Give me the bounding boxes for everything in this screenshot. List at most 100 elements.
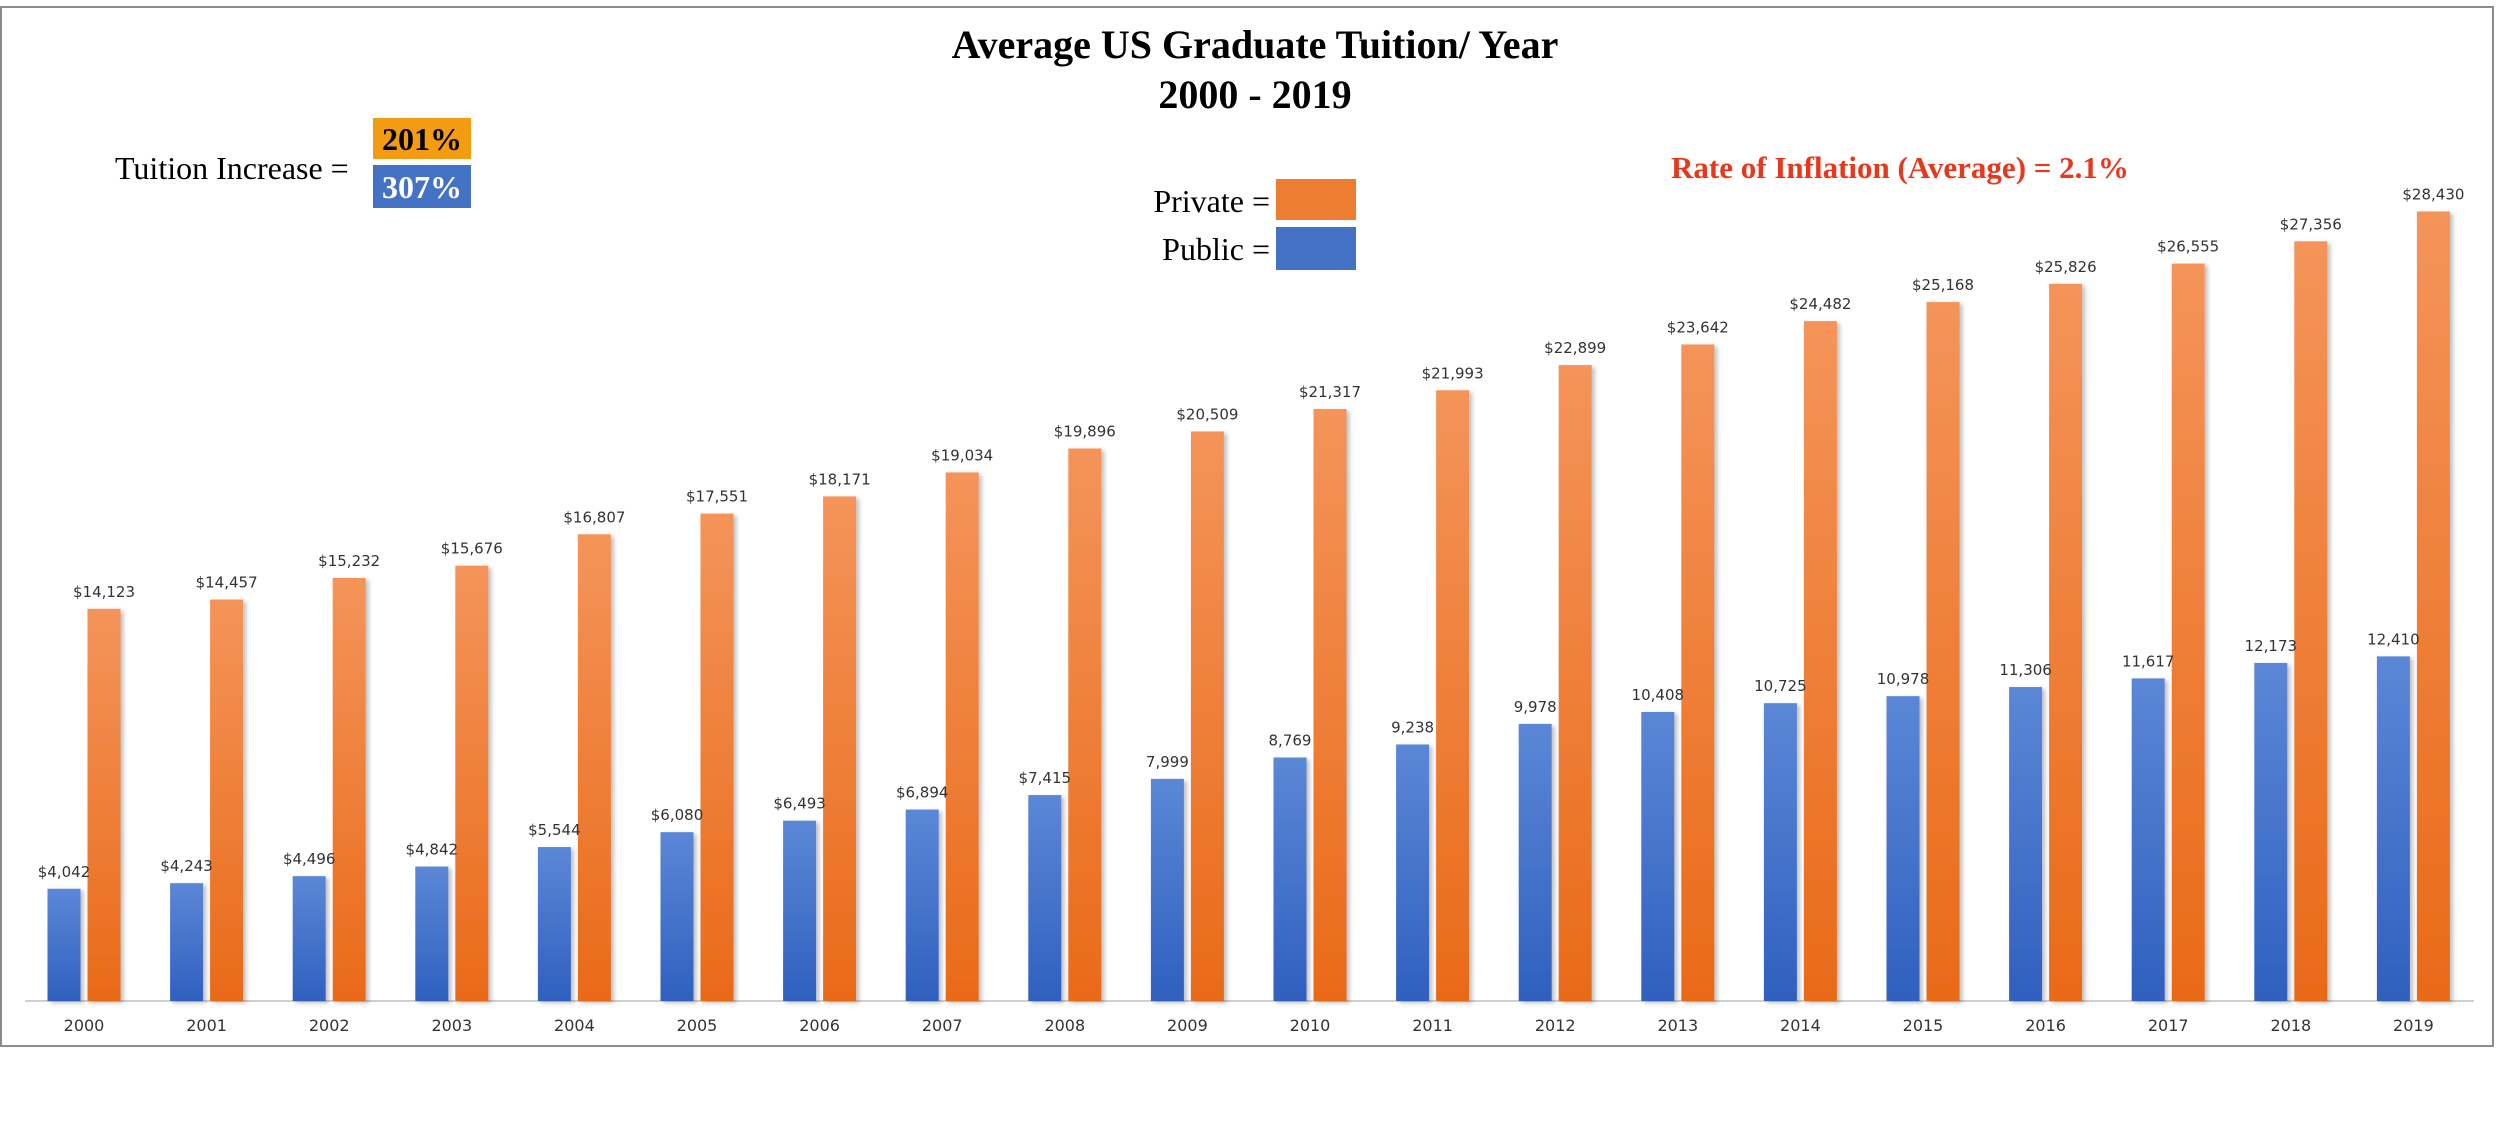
bar-private-2011 [1436, 390, 1470, 1001]
bar-private-2013 [1681, 344, 1715, 1001]
bar-private-2004 [577, 534, 611, 1001]
label-public-2011: 9,238 [1391, 718, 1434, 736]
label-public-2016: 11,306 [1999, 661, 2052, 679]
bar-private-2017 [2171, 263, 2205, 1002]
chart-subtitle: 2000 - 2019 [1158, 72, 1351, 117]
legend-private-label: Private = [1153, 183, 1270, 219]
tuition-increase-label: Tuition Increase = [115, 150, 349, 186]
label-private-2016: $25,826 [2035, 258, 2097, 276]
bar-public-2018 [2254, 662, 2288, 1001]
x-tick-2019: 2019 [2393, 1016, 2434, 1035]
label-private-2004: $16,807 [563, 508, 625, 526]
label-public-2005: $6,080 [651, 806, 704, 824]
bar-public-2015 [1886, 696, 1920, 1001]
label-private-2009: $20,509 [1176, 405, 1238, 423]
bar-public-2006 [783, 820, 817, 1001]
bar-private-2000 [87, 608, 121, 1001]
inflation-annotation: Rate of Inflation (Average) = 2.1% [1671, 150, 2129, 185]
label-private-2000: $14,123 [73, 583, 135, 601]
x-tick-2009: 2009 [1167, 1016, 1208, 1035]
legend-public-swatch [1276, 227, 1356, 270]
label-public-2003: $4,842 [406, 841, 459, 859]
label-public-2015: 10,978 [1877, 670, 1930, 688]
label-public-2014: 10,725 [1754, 677, 1807, 695]
x-tick-2000: 2000 [64, 1016, 105, 1035]
bar-private-2009 [1190, 431, 1224, 1001]
bar-private-2006 [823, 496, 857, 1001]
legend-public-label: Public = [1162, 231, 1270, 267]
x-tick-2014: 2014 [1780, 1016, 1821, 1035]
label-private-2018: $27,356 [2280, 215, 2342, 233]
label-public-2012: 9,978 [1514, 698, 1557, 716]
bar-public-2013 [1641, 711, 1675, 1001]
x-tick-2001: 2001 [186, 1016, 227, 1035]
label-private-2008: $19,896 [1054, 422, 1116, 440]
label-public-2009: 7,999 [1146, 753, 1189, 771]
bar-public-2008 [1028, 795, 1062, 1001]
bar-public-2019 [2376, 656, 2410, 1001]
label-private-2015: $25,168 [1912, 276, 1974, 294]
bar-public-2017 [2131, 678, 2165, 1001]
bar-public-2010 [1273, 757, 1307, 1001]
bar-private-2007 [945, 472, 979, 1002]
bar-private-2014 [1803, 321, 1837, 1001]
x-tick-2004: 2004 [554, 1016, 595, 1035]
x-tick-2010: 2010 [1290, 1016, 1331, 1035]
bar-public-2016 [2009, 687, 2043, 1001]
value-labels-group: $4,042 $14,123 $4,243 $14,457 $4,496 $15,232 $… [38, 185, 2465, 880]
chart-title: Average US Graduate Tuition/ Year [952, 22, 1559, 67]
x-tick-2017: 2017 [2148, 1016, 2189, 1035]
x-tick-2016: 2016 [2025, 1016, 2066, 1035]
bar-public-2009 [1150, 778, 1184, 1001]
label-private-2003: $15,676 [441, 540, 503, 558]
bar-public-2014 [1763, 703, 1797, 1001]
bar-private-2010 [1313, 409, 1347, 1001]
label-private-2019: $28,430 [2402, 185, 2464, 203]
x-tick-2007: 2007 [922, 1016, 963, 1035]
label-public-2008: $7,415 [1019, 769, 1072, 787]
private-increase-badge [373, 118, 471, 159]
bar-public-2005 [660, 832, 694, 1001]
bar-public-2002 [292, 876, 326, 1001]
label-private-2017: $26,555 [2157, 238, 2219, 256]
public-increase-value: 307% [382, 169, 462, 205]
x-tick-2011: 2011 [1412, 1016, 1453, 1035]
bar-private-2019 [2416, 211, 2450, 1001]
bar-public-2007 [905, 809, 939, 1001]
label-public-2001: $4,243 [160, 857, 213, 875]
x-tick-2003: 2003 [431, 1016, 472, 1035]
bar-private-2008 [1068, 448, 1102, 1002]
bar-private-2002 [332, 578, 366, 1001]
x-tick-2005: 2005 [677, 1016, 718, 1035]
label-private-2010: $21,317 [1299, 383, 1361, 401]
label-private-2011: $21,993 [1422, 364, 1484, 382]
label-public-2013: 10,408 [1632, 686, 1685, 704]
bar-private-2018 [2294, 241, 2328, 1002]
label-public-2019: 12,410 [2367, 630, 2420, 648]
label-private-2005: $17,551 [686, 488, 748, 506]
bar-private-2003 [455, 565, 489, 1001]
label-private-2006: $18,171 [809, 470, 871, 488]
label-public-2018: 12,173 [2245, 637, 2298, 655]
label-public-2006: $6,493 [773, 795, 826, 813]
x-tick-labels-group: 2000 2001 2002 2003 2004 2005 2006 2007 2008 2009… [64, 1016, 2434, 1035]
label-public-2002: $4,496 [283, 850, 336, 868]
bar-public-2012 [1518, 723, 1552, 1001]
bar-private-2012 [1558, 365, 1592, 1002]
x-tick-2012: 2012 [1535, 1016, 1576, 1035]
bar-private-2001 [210, 599, 244, 1001]
label-public-2010: 8,769 [1269, 731, 1312, 749]
label-private-2007: $19,034 [931, 446, 993, 464]
bar-private-2015 [1926, 302, 1960, 1002]
label-private-2013: $23,642 [1667, 318, 1729, 336]
x-tick-2018: 2018 [2270, 1016, 2311, 1035]
bar-public-2003 [415, 866, 449, 1001]
legend-private-swatch [1276, 179, 1356, 220]
public-increase-badge [373, 165, 471, 208]
label-public-2007: $6,894 [896, 784, 949, 802]
label-private-2012: $22,899 [1544, 339, 1606, 357]
bar-public-2001 [170, 883, 204, 1001]
label-private-2002: $15,232 [318, 552, 380, 570]
x-tick-2008: 2008 [1044, 1016, 1085, 1035]
